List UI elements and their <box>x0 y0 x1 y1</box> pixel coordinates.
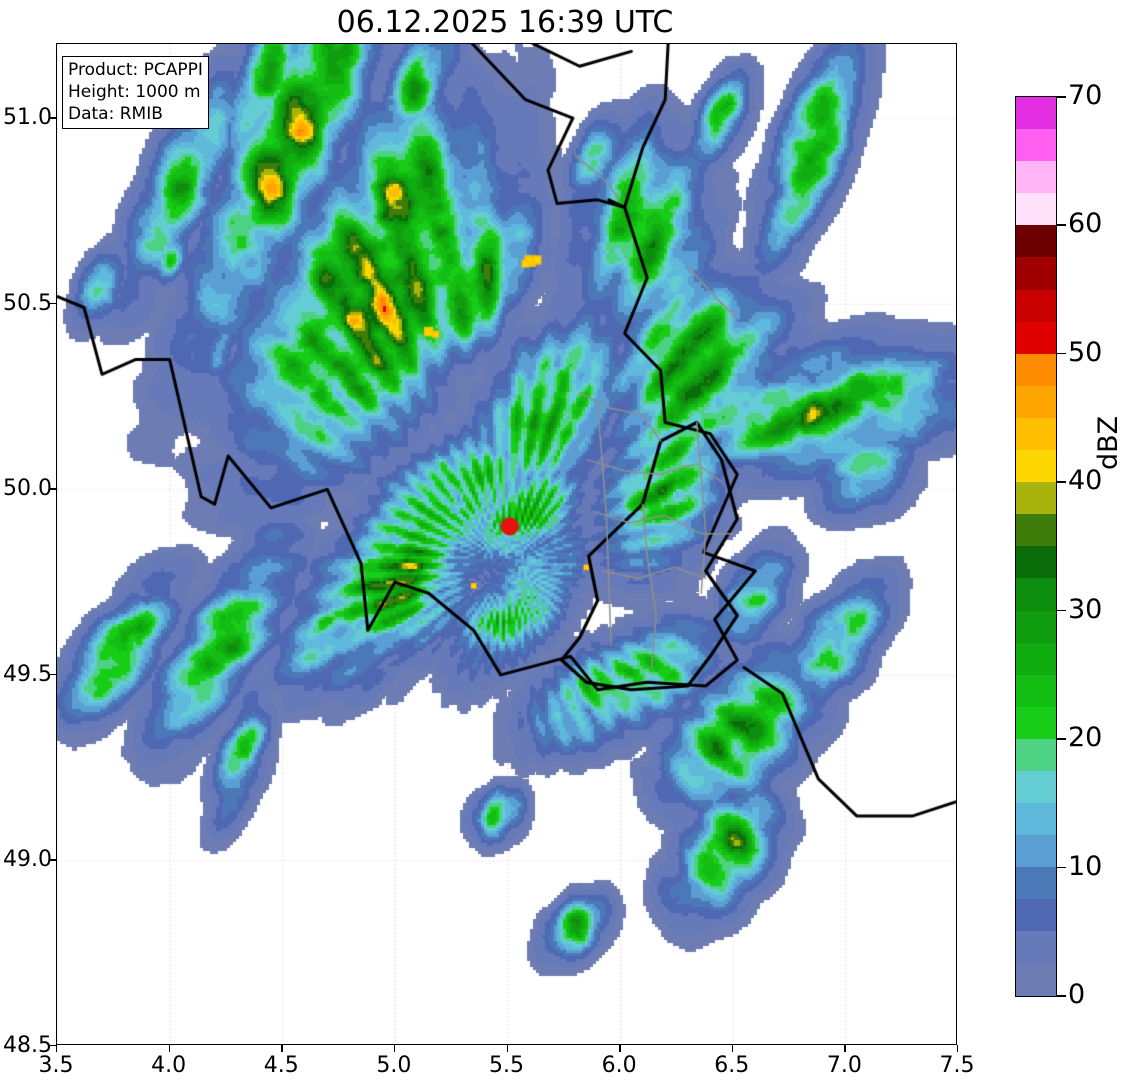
x-axis-tick-label: 6.5 <box>714 1053 750 1078</box>
colorbar-tick <box>1057 609 1066 612</box>
colorbar-tick-label: 50 <box>1068 336 1103 368</box>
y-axis-tick-label: 48.5 <box>3 1033 52 1058</box>
colorbar-segment <box>1016 417 1056 451</box>
y-axis-tick-label: 50.0 <box>3 476 52 502</box>
x-axis-tick <box>56 1045 58 1052</box>
radar-reflectivity-canvas[interactable] <box>57 44 956 1044</box>
colorbar-segment <box>1016 546 1056 579</box>
x-axis-tick-label: 5.5 <box>489 1053 524 1078</box>
colorbar-segment <box>1016 674 1056 707</box>
x-axis-tick-label: 3.5 <box>38 1053 74 1078</box>
colorbar-segment <box>1016 225 1056 258</box>
colorbar-tick <box>1057 866 1066 869</box>
y-axis-tick <box>49 859 56 861</box>
colorbar-tick <box>1057 995 1066 997</box>
colorbar-segment <box>1016 385 1056 418</box>
x-axis-tick <box>619 1045 621 1052</box>
x-axis-tick-label: 6.0 <box>601 1053 637 1078</box>
x-axis-tick <box>393 1045 396 1052</box>
colorbar-segment <box>1016 610 1056 643</box>
y-axis-tick <box>49 117 56 119</box>
colorbar-segment <box>1016 706 1056 739</box>
colorbar-segment <box>1016 770 1056 804</box>
x-axis-tick-label: 4.0 <box>151 1053 187 1078</box>
colorbar-segment <box>1016 578 1056 611</box>
colorbar-segment <box>1016 129 1056 162</box>
colorbar-segment <box>1016 257 1056 290</box>
colorbar-segment <box>1016 642 1056 675</box>
colorbar-label: dBZ <box>1093 415 1124 470</box>
info-height: Height: 1000 m <box>68 82 201 102</box>
x-axis-tick-label: 7.5 <box>939 1053 975 1078</box>
colorbar-tick <box>1057 738 1066 740</box>
colorbar-segment <box>1016 97 1056 130</box>
x-axis-tick <box>168 1045 171 1052</box>
x-axis-tick <box>281 1045 283 1052</box>
colorbar-tick <box>1057 96 1066 98</box>
y-axis-tick <box>49 673 56 676</box>
colorbar-segment <box>1016 803 1056 836</box>
colorbar-segment <box>1016 738 1056 771</box>
colorbar-segment <box>1016 353 1056 386</box>
colorbar-tick-label: 60 <box>1068 208 1103 240</box>
colorbar-segment <box>1016 161 1056 194</box>
colorbar-segment <box>1016 835 1056 868</box>
product-info-box: Product: PCAPPI Height: 1000 m Data: RMI… <box>62 56 209 129</box>
y-axis-tick <box>49 1045 56 1047</box>
colorbar-segment <box>1016 963 1056 996</box>
colorbar-tick-label: 20 <box>1068 722 1103 754</box>
colorbar-tick-label: 40 <box>1068 465 1103 497</box>
x-axis-tick <box>957 1045 959 1052</box>
x-axis-tick-label: 4.5 <box>263 1053 299 1078</box>
colorbar-tick-label: 10 <box>1068 850 1103 882</box>
colorbar-segment <box>1016 931 1056 964</box>
colorbar-segment <box>1016 514 1056 547</box>
radar-plot-area[interactable] <box>56 43 957 1045</box>
colorbar-tick <box>1057 352 1066 355</box>
y-axis-tick-label: 49.5 <box>3 661 52 687</box>
page-title: 06.12.2025 16:39 UTC <box>336 5 674 40</box>
colorbar-tick <box>1057 224 1066 227</box>
colorbar-segment <box>1016 482 1056 515</box>
x-axis-tick-label: 7.0 <box>826 1053 862 1078</box>
colorbar-tick <box>1057 481 1066 483</box>
y-axis-tick-label: 49.0 <box>3 847 52 873</box>
colorbar-segment <box>1016 450 1056 483</box>
x-axis-tick <box>506 1045 508 1052</box>
y-axis-tick-label: 51.0 <box>3 105 52 131</box>
info-product: Product: PCAPPI <box>68 60 203 80</box>
y-axis-tick <box>49 488 56 490</box>
colorbar-segment <box>1016 193 1056 226</box>
x-axis-tick <box>844 1045 846 1052</box>
colorbar <box>1015 96 1057 997</box>
colorbar-tick-label: 30 <box>1068 593 1103 625</box>
colorbar-segment <box>1016 289 1056 322</box>
colorbar-segment <box>1016 867 1056 900</box>
y-axis-tick <box>49 302 56 305</box>
y-axis-tick-label: 50.5 <box>3 290 52 316</box>
x-axis-tick-label: 5.0 <box>376 1053 412 1078</box>
info-data: Data: RMIB <box>68 104 163 124</box>
colorbar-segment <box>1016 321 1056 354</box>
colorbar-tick-label: 0 <box>1068 979 1086 1010</box>
colorbar-tick-label: 70 <box>1068 80 1103 111</box>
colorbar-segment <box>1016 899 1056 932</box>
x-axis-tick <box>731 1045 734 1052</box>
